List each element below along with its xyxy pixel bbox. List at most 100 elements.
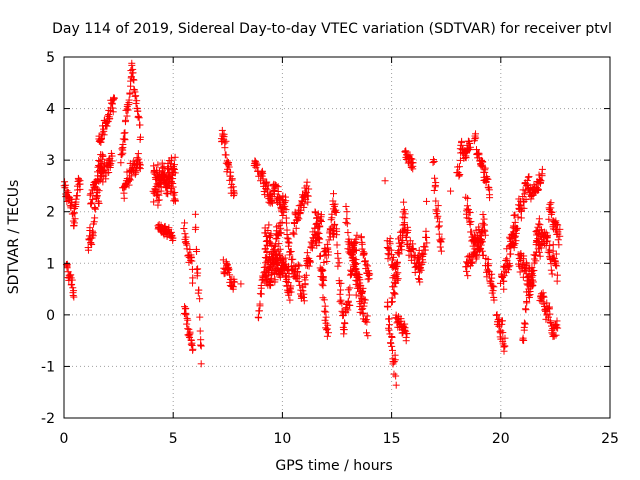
data-point: [189, 345, 197, 353]
data-point: [384, 255, 392, 263]
data-point: [286, 251, 294, 259]
data-point: [304, 192, 312, 200]
data-point: [131, 88, 139, 96]
data-point: [544, 237, 552, 245]
data-point: [109, 108, 117, 116]
data-point: [535, 215, 543, 223]
data-point: [536, 175, 544, 183]
data-point: [479, 210, 487, 218]
data-point: [501, 267, 509, 275]
data-point: [500, 347, 508, 355]
data-point: [282, 206, 290, 214]
data-point: [385, 324, 393, 332]
data-point: [434, 223, 442, 231]
data-point: [498, 317, 506, 325]
data-point: [196, 327, 204, 335]
data-point: [90, 218, 98, 226]
data-point: [125, 99, 133, 107]
data-point: [403, 330, 411, 338]
data-point: [188, 341, 196, 349]
data-point: [283, 219, 291, 227]
data-point: [417, 266, 425, 274]
data-point: [91, 205, 99, 213]
data-point: [554, 324, 562, 332]
data-point: [510, 211, 518, 219]
data-point: [409, 246, 417, 254]
data-point: [416, 263, 424, 271]
data-point: [89, 195, 97, 203]
data-point: [523, 299, 531, 307]
data-point: [318, 267, 326, 275]
data-point: [284, 242, 292, 250]
data-point: [537, 178, 545, 186]
data-point: [256, 302, 264, 310]
data-point: [237, 280, 245, 288]
data-point: [353, 231, 361, 239]
data-point: [520, 319, 528, 327]
data-point: [512, 237, 520, 245]
data-point: [97, 134, 105, 142]
data-point: [102, 175, 110, 183]
data-point: [430, 186, 438, 194]
data-point: [483, 174, 491, 182]
data-point: [345, 291, 353, 299]
data-point: [197, 336, 205, 344]
data-point: [230, 190, 238, 198]
data-point: [279, 211, 287, 219]
data-point: [274, 183, 282, 191]
data-point: [473, 253, 481, 261]
data-point: [192, 223, 200, 231]
data-point: [196, 313, 204, 321]
data-point: [434, 202, 442, 210]
data-point: [311, 208, 319, 216]
data-point: [404, 226, 412, 234]
data-point: [136, 121, 144, 129]
data-point: [331, 200, 339, 208]
data-point: [467, 228, 475, 236]
data-point: [285, 239, 293, 247]
data-point: [388, 342, 396, 350]
data-point: [365, 275, 373, 283]
data-point: [390, 289, 398, 297]
data-point: [136, 160, 144, 168]
data-point: [99, 152, 107, 160]
data-point: [133, 97, 141, 105]
data-point: [553, 321, 561, 329]
data-point: [547, 266, 555, 274]
data-point: [466, 139, 474, 147]
data-point: [197, 360, 205, 368]
data-point: [485, 186, 493, 194]
data-point: [313, 214, 321, 222]
data-point: [134, 107, 142, 115]
data-point: [456, 171, 464, 179]
data-point: [342, 218, 350, 226]
data-point: [71, 215, 79, 223]
data-point: [344, 297, 352, 305]
data-point: [363, 312, 371, 320]
data-point: [182, 233, 190, 241]
data-point: [406, 151, 414, 159]
data-point: [70, 219, 78, 227]
data-point: [68, 276, 76, 284]
data-point: [391, 290, 399, 298]
data-point: [548, 270, 556, 278]
data-point: [394, 269, 402, 277]
data-point: [423, 197, 431, 205]
data-point: [517, 214, 525, 222]
data-point: [481, 227, 489, 235]
data-point: [400, 206, 408, 214]
data-point: [225, 265, 233, 273]
data-point: [88, 241, 96, 249]
data-point: [359, 248, 367, 256]
data-point: [263, 178, 271, 186]
data-point: [272, 241, 280, 249]
data-point: [226, 271, 234, 279]
data-point: [466, 252, 474, 260]
data-point: [305, 185, 313, 193]
data-point: [388, 333, 396, 341]
data-point: [265, 253, 273, 261]
data-point: [281, 254, 289, 262]
data-point: [343, 215, 351, 223]
data-point: [419, 258, 427, 266]
